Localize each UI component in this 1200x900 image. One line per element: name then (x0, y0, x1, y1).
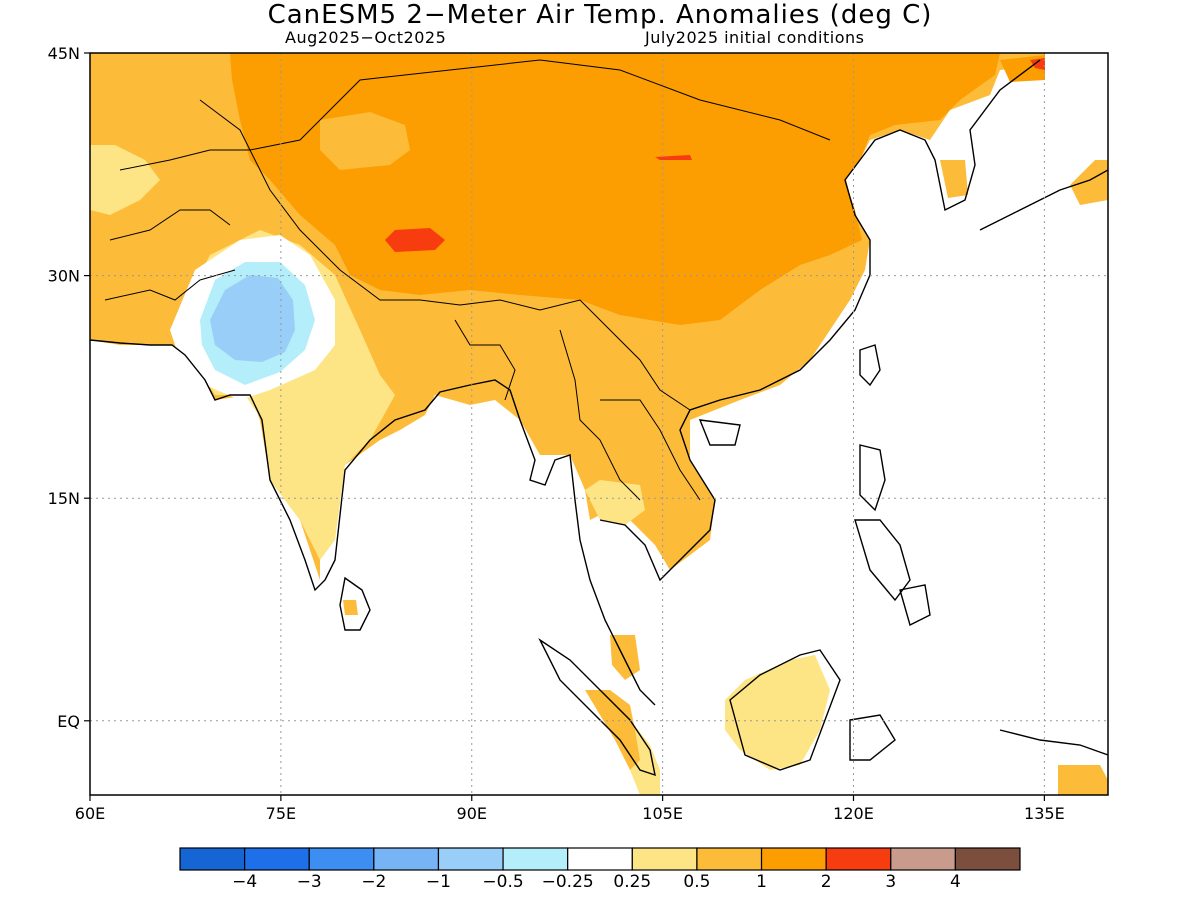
colorbar-label: 0.5 (683, 872, 710, 892)
lon-tick-label: 105E (642, 804, 683, 823)
colorbar-swatch (179, 847, 246, 871)
colorbar-label: 1 (756, 872, 767, 892)
lat-tick-label: 30N (48, 267, 80, 286)
colorbar-label: −2 (361, 872, 386, 892)
anomaly-region-2-3-ne (1030, 58, 1045, 70)
anomaly-region-0.5-1-inner (320, 112, 410, 170)
country-borders (104, 59, 831, 501)
lon-tick-label: 120E (833, 804, 874, 823)
map-plot-area (90, 53, 1108, 795)
anomaly-region-0.5-1-japan (1070, 160, 1108, 205)
map-grid (90, 53, 1108, 795)
colorbar-swatch (244, 847, 310, 871)
lon-tick-label: 90E (457, 804, 487, 823)
colorbar-label: −4 (232, 872, 257, 892)
colorbar-label: −0.5 (482, 872, 523, 892)
colorbar-swatch (890, 847, 956, 871)
colorbar-label: 4 (950, 872, 961, 892)
anomaly-region-0.25-0.5-sumatra (630, 720, 660, 795)
colorbar-label: −1 (426, 872, 451, 892)
anomaly-region-0.25-0.5-borneo (725, 655, 830, 770)
anomaly-region-0.5-1-srilanka (343, 600, 358, 615)
lat-tick-label: 15N (48, 489, 80, 508)
colorbar-swatch (825, 847, 892, 871)
lat-tick-label: EQ (57, 712, 80, 731)
colorbar-swatch (760, 847, 827, 871)
colorbar-label: 0.25 (613, 872, 651, 892)
lon-tick-label: 60E (75, 804, 105, 823)
initial-conditions: July2025 initial conditions (645, 28, 865, 47)
colorbar: −4 −3 −2 −1 −0.5 −0.25 0.25 0.5 1 2 3 4 (179, 847, 1021, 892)
colorbar-label: 2 (821, 872, 832, 892)
colorbar-swatch (631, 847, 698, 871)
anomaly-region-0.5-1-korea (940, 160, 968, 198)
anomaly-region-neg-1 (210, 275, 295, 362)
colorbar-swatch (567, 847, 633, 871)
colorbar-swatch (308, 847, 375, 871)
lat-tick-label: 45N (48, 44, 80, 63)
colorbar-swatch (954, 847, 1021, 871)
colorbar-swatch (437, 847, 504, 871)
map-title: CanESM5 2−Meter Air Temp. Anomalies (deg… (267, 0, 933, 30)
anomaly-region-0.25-0.5-seasia (585, 480, 645, 525)
anomaly-region-2-3-tibet (385, 228, 445, 252)
axis-ticks: 60E 75E 90E 105E 120E 135E 45N 30N 15N EQ (48, 44, 1065, 823)
colorbar-label: 3 (885, 872, 896, 892)
lon-tick-label: 75E (266, 804, 296, 823)
colorbar-label: −0.25 (542, 872, 594, 892)
colorbar-swatch (373, 847, 440, 871)
colorbar-swatch (502, 847, 569, 871)
anomaly-region-0.5-1-png (1058, 765, 1108, 795)
forecast-period: Aug2025−Oct2025 (285, 28, 447, 47)
colorbar-swatch (696, 847, 763, 871)
colorbar-label: −3 (297, 872, 322, 892)
anomaly-region-0.25-0.5-west (90, 145, 160, 215)
anomaly-region-1-2-north (230, 53, 1000, 325)
anomaly-region-2-3-small (655, 155, 692, 160)
map-frame (89, 52, 1109, 796)
lon-tick-label: 135E (1024, 804, 1065, 823)
coastlines (90, 59, 1108, 777)
